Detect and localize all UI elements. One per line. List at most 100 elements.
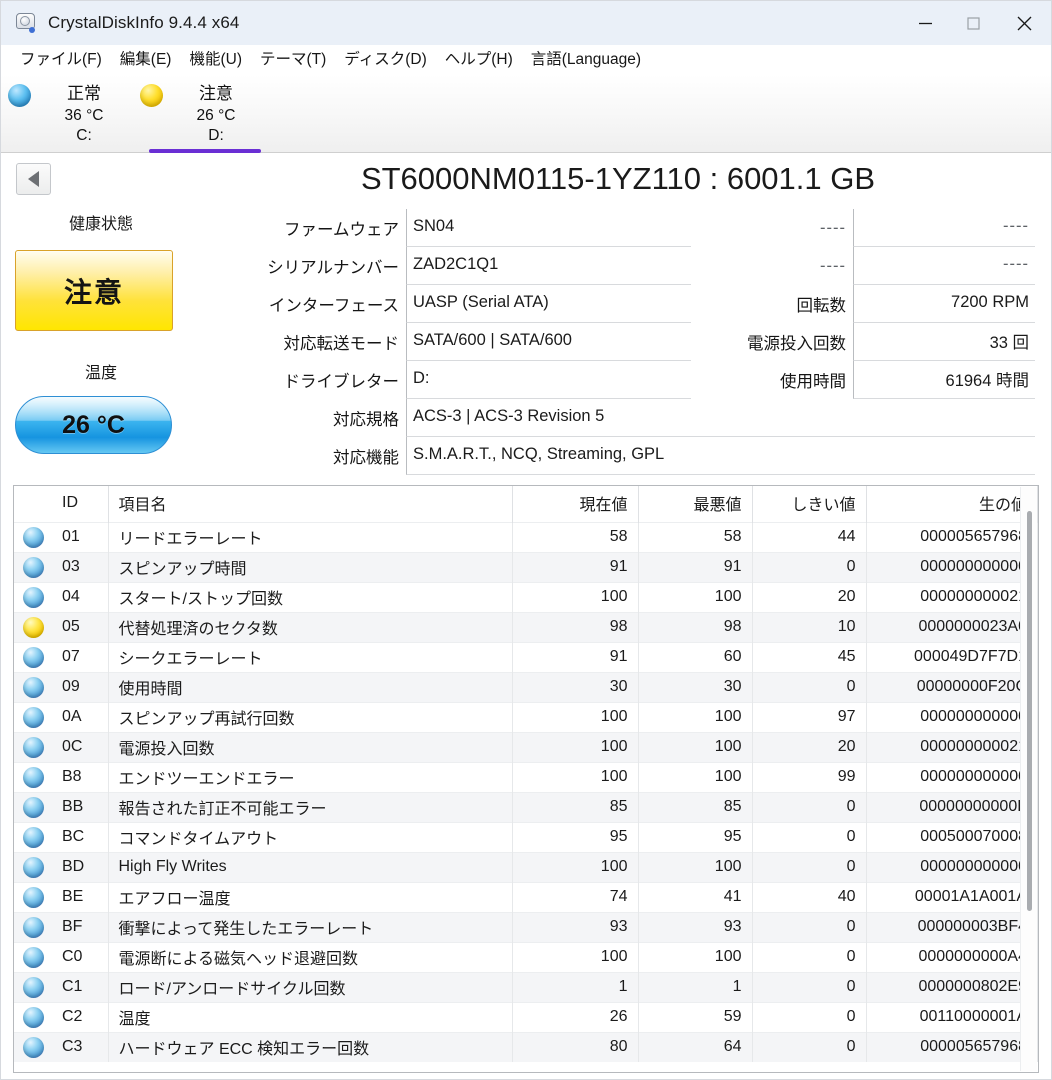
col-header-id[interactable]: ID [52, 486, 109, 522]
cell-current-value: 91 [512, 551, 639, 582]
cell-current-value: 58 [512, 521, 639, 552]
cell-current-value: 91 [512, 641, 639, 672]
drive-tab-d[interactable]: 注意 26 °C D: [137, 75, 269, 153]
cell-worst-value: 100 [638, 851, 753, 882]
status-led-icon [22, 1006, 44, 1028]
field-power-on-hours-label: 使用時間 [780, 373, 846, 391]
field-drive-letter-value: D: [406, 361, 691, 399]
table-row[interactable]: C0 電源断による磁気ヘッド退避回数 100 100 0 0000000000A4 [14, 941, 1038, 972]
cell-raw-value: 0000000000A4 [866, 941, 1038, 972]
menu-edit[interactable]: 編集(E) [119, 51, 172, 68]
table-row[interactable]: 05 代替処理済のセクタ数 98 98 10 0000000023A0 [14, 611, 1038, 642]
col-header-raw[interactable]: 生の値 [866, 486, 1038, 522]
table-row[interactable]: 07 シークエラーレート 91 60 45 000049D7F7D1 [14, 641, 1038, 672]
cell-current-value: 1 [512, 971, 639, 1002]
cell-attribute-name: 代替処理済のセクタ数 [108, 611, 513, 642]
cell-id: 03 [52, 551, 109, 582]
smart-attributes-table[interactable]: ID 項目名 現在値 最悪値 しきい値 生の値 01 リードエラーレート 58 58 4… [13, 485, 1039, 1073]
cell-current-value: 100 [512, 581, 639, 612]
menu-language[interactable]: 言語(Language) [530, 51, 642, 68]
table-row[interactable]: B8 エンドツーエンドエラー 100 100 99 000000000000 [14, 761, 1038, 792]
menu-theme[interactable]: テーマ(T) [260, 51, 327, 68]
field-features: 対応機能 S.M.A.R.T., NCQ, Streaming, GPL [201, 437, 1035, 475]
status-led-icon [22, 586, 44, 608]
col-header-current[interactable]: 現在値 [512, 486, 639, 522]
active-tab-indicator [149, 149, 261, 153]
col-header-name[interactable]: 項目名 [108, 486, 513, 522]
drive-tab-strip: 正常 36 °C C: 注意 26 °C D: [1, 75, 1051, 153]
drive-temp-d: 26 °C [196, 107, 236, 124]
previous-disk-button[interactable] [16, 163, 51, 195]
table-row[interactable]: 09 使用時間 30 30 0 00000000F20C [14, 671, 1038, 702]
table-row[interactable]: C1 ロード/アンロードサイクル回数 1 1 0 0000000802E9 [14, 971, 1038, 1002]
cell-raw-value: 000000000000 [866, 701, 1038, 732]
table-header-row: ID 項目名 現在値 最悪値 しきい値 生の値 [14, 486, 1038, 522]
table-row[interactable]: 0A スピンアップ再試行回数 100 100 97 000000000000 [14, 701, 1038, 732]
cell-threshold: 0 [752, 1001, 867, 1032]
table-row[interactable]: BF 衝撃によって発生したエラーレート 93 93 0 000000003BF4 [14, 911, 1038, 942]
temperature-badge[interactable]: 26 °C [15, 396, 172, 454]
cell-attribute-name: ロード/アンロードサイクル回数 [108, 971, 513, 1002]
menu-help[interactable]: ヘルプ(H) [444, 51, 513, 68]
cell-id: 0A [52, 701, 109, 732]
menu-function[interactable]: 機能(U) [189, 51, 242, 68]
row-status-led-cell [14, 971, 52, 1002]
table-row[interactable]: BE エアフロー温度 74 41 40 00001A1A001A [14, 881, 1038, 912]
table-row[interactable]: BD High Fly Writes 100 100 0 000000000000 [14, 851, 1038, 882]
table-row[interactable]: BB 報告された訂正不可能エラー 85 85 0 00000000000F [14, 791, 1038, 822]
table-row[interactable]: BC コマンドタイムアウト 95 95 0 000500070008 [14, 821, 1038, 852]
col-header-threshold[interactable]: しきい値 [752, 486, 867, 522]
row-status-led-cell [14, 581, 52, 612]
cell-threshold: 45 [752, 641, 867, 672]
status-led-icon [22, 1036, 44, 1058]
cell-current-value: 100 [512, 701, 639, 732]
field-power-on-count-label: 電源投入回数 [747, 335, 846, 353]
drive-tab-c[interactable]: 正常 36 °C C: [5, 75, 137, 153]
menu-disk[interactable]: ディスク(D) [344, 51, 427, 68]
cell-current-value: 95 [512, 821, 639, 852]
cell-raw-value: 0000000023A0 [866, 611, 1038, 642]
minimize-icon[interactable] [901, 1, 949, 45]
cell-worst-value: 41 [638, 881, 753, 912]
table-row[interactable]: 03 スピンアップ時間 91 91 0 000000000000 [14, 551, 1038, 582]
cell-worst-value: 100 [638, 701, 753, 732]
table-scrollbar-thumb[interactable] [1027, 511, 1032, 911]
field-transfer-mode-label: 対応転送モード [283, 335, 400, 353]
cell-attribute-name: リードエラーレート [108, 521, 513, 552]
cell-current-value: 85 [512, 791, 639, 822]
cell-id: 09 [52, 671, 109, 702]
table-row[interactable]: C3 ハードウェア ECC 検知エラー回数 80 64 0 000005657968 [14, 1031, 1038, 1062]
table-row[interactable]: 04 スタート/ストップ回数 100 100 20 000000000021 [14, 581, 1038, 612]
cell-worst-value: 64 [638, 1031, 753, 1062]
cell-attribute-name: ハードウェア ECC 検知エラー回数 [108, 1031, 513, 1062]
cell-current-value: 100 [512, 941, 639, 972]
cell-attribute-name: スピンアップ時間 [108, 551, 513, 582]
health-status-badge[interactable]: 注意 [15, 250, 173, 331]
cell-worst-value: 98 [638, 611, 753, 642]
close-icon[interactable] [997, 1, 1051, 45]
menu-file[interactable]: ファイル(F) [20, 51, 102, 68]
cell-threshold: 44 [752, 521, 867, 552]
cell-id: C2 [52, 1001, 109, 1032]
drive-letter-c: C: [76, 127, 92, 144]
row-status-led-cell [14, 641, 52, 672]
cell-raw-value: 000005657968 [866, 521, 1038, 552]
cell-threshold: 99 [752, 761, 867, 792]
health-status-label: 健康状態 [68, 216, 133, 233]
table-row[interactable]: 0C 電源投入回数 100 100 20 000000000021 [14, 731, 1038, 762]
cell-attribute-name: スタート/ストップ回数 [108, 581, 513, 612]
maximize-icon[interactable] [949, 1, 997, 45]
table-row[interactable]: 01 リードエラーレート 58 58 44 000005657968 [14, 521, 1038, 552]
status-led-icon [22, 886, 44, 908]
table-row[interactable]: C2 温度 26 59 0 00110000001A [14, 1001, 1038, 1032]
table-scrollbar[interactable] [1020, 487, 1037, 1071]
cell-attribute-name: 電源投入回数 [108, 731, 513, 762]
cell-attribute-name: 使用時間 [108, 671, 513, 702]
field-features-value: S.M.A.R.T., NCQ, Streaming, GPL [406, 437, 1035, 475]
field-rotation-rate-label: 回転数 [796, 297, 847, 315]
cell-raw-value: 00110000001A [866, 1001, 1038, 1032]
col-header-worst[interactable]: 最悪値 [638, 486, 753, 522]
status-led-icon [22, 736, 44, 758]
cell-raw-value: 000500070008 [866, 821, 1038, 852]
row-status-led-cell [14, 731, 52, 762]
